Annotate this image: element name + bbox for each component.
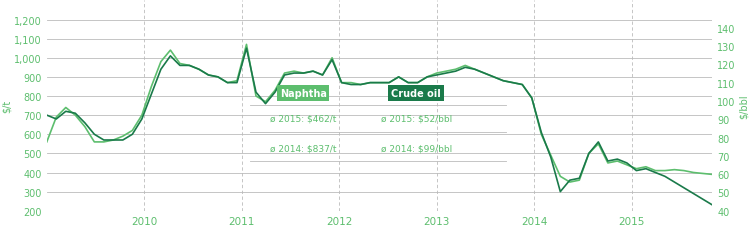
Text: ø 2015: $52/bbl: ø 2015: $52/bbl bbox=[380, 114, 452, 123]
Text: ø 2014: $99/bbl: ø 2014: $99/bbl bbox=[380, 143, 452, 153]
Y-axis label: $/t: $/t bbox=[2, 99, 11, 113]
Text: Crude oil: Crude oil bbox=[392, 89, 441, 99]
Text: ø 2015: $462/t: ø 2015: $462/t bbox=[270, 114, 336, 123]
Y-axis label: $/bbl: $/bbl bbox=[739, 94, 748, 118]
Text: Naphtha: Naphtha bbox=[280, 89, 326, 99]
Text: ø 2014: $837/t: ø 2014: $837/t bbox=[270, 143, 336, 153]
